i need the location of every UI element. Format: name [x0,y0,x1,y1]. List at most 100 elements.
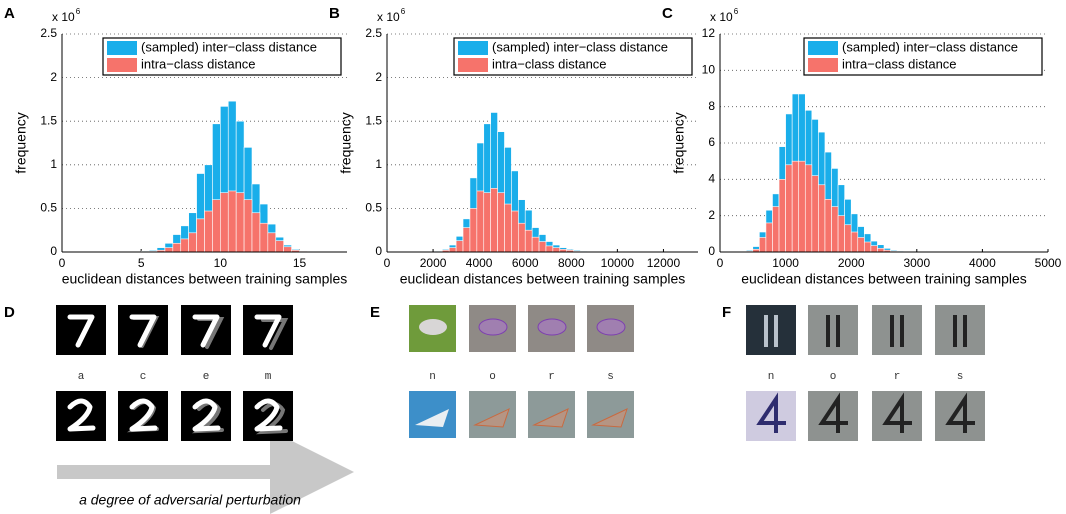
image-thumbnail [469,391,516,438]
thumb-shape [764,315,778,347]
histogram-bar [511,210,519,253]
panel-label: E [370,304,380,321]
image-thumbnail [243,391,293,441]
histogram-bar [227,190,237,253]
image-caption: n [768,371,775,383]
x-axis-label: euclidean distances between training sam… [400,271,686,287]
histogram-bar [188,232,197,253]
thumb-shape [826,315,840,347]
histogram-bar [759,237,767,253]
thumb-shape [945,392,975,433]
y-tick-label: 0 [708,244,715,258]
thumb-shape [818,392,848,433]
image-caption: c [140,371,147,383]
thumb-bg [872,305,922,355]
thumb-bg [56,305,106,355]
histogram-bar [877,248,885,253]
image-thumbnail [746,391,796,441]
legend-swatch [808,58,838,72]
histogram-bar [212,199,221,253]
y-tick-label: 1.5 [40,113,57,127]
legend-label: intra−class distance [842,56,957,71]
y-tick-label: 1 [375,157,382,171]
y-axis-label: frequency [338,112,354,173]
image-thumbnail [746,305,796,355]
histogram-bar [545,245,554,253]
legend-label: intra−class distance [141,56,256,71]
histogram-bar [518,222,526,253]
image-caption: m [265,371,272,383]
thumb-shape [890,315,904,347]
thumb-bg [935,391,985,441]
thumb-bg [409,391,456,438]
histogram-bar [243,199,253,253]
histogram-bar [267,232,277,253]
image-caption: e [203,371,210,383]
image-thumbnail [872,305,922,355]
histogram-bar [857,237,865,253]
histogram-bar [497,192,505,253]
histogram-bar [476,190,485,253]
histogram-bar [552,247,561,253]
legend-swatch [107,58,137,72]
image-thumbnail [587,391,634,438]
x-tick-label: 10000 [601,256,635,270]
thumb-shape [591,408,628,428]
image-caption: r [894,371,901,383]
digit-stroke [129,314,157,348]
x-tick-label: 0 [717,256,724,270]
y-tick-label: 8 [708,99,715,113]
histogram-bar [824,199,832,253]
image-caption: s [607,371,614,383]
image-caption: o [489,371,496,383]
digit-stroke [129,398,158,432]
y-tick-label: 0.5 [40,201,57,215]
panel-label: F [722,304,731,321]
y-tick-label: 1.5 [365,113,382,127]
histogram-bar [490,188,498,253]
x-axis-label: euclidean distances between training sam… [62,271,348,287]
histogram-bar [504,203,512,253]
legend-swatch [107,41,137,55]
x-tick-label: 15 [293,256,307,270]
image-thumbnail [469,305,516,352]
x-tick-label: 10 [214,256,228,270]
x-axis-label: euclidean distances between training sam… [741,271,1027,287]
y-tick-label: 2.5 [40,26,57,40]
image-thumbnail [528,305,575,352]
histogram-bar [469,208,478,253]
image-thumbnail [935,391,985,441]
thumb-bg [808,391,858,441]
image-thumbnail [181,305,231,355]
histogram-bar [778,179,786,253]
legend-label: (sampled) inter−class distance [842,39,1018,54]
x-tick-label: 4000 [466,256,493,270]
y-tick-label: 1 [50,157,57,171]
x-tick-label: 12000 [647,256,681,270]
histogram-bar [785,164,793,253]
panel-label: C [662,5,673,22]
thumb-shape [756,392,786,433]
image-caption: r [548,371,555,383]
histogram-bar [804,164,813,253]
arrow-caption: a degree of adversarial perturbation [79,492,301,508]
histogram-bar [204,210,213,253]
histogram-bar [180,238,189,253]
image-thumbnail [118,305,168,355]
histogram-bar [811,175,819,253]
histogram-bar [275,240,284,253]
thumb-bg [746,391,796,441]
image-thumbnail [56,391,106,441]
image-thumbnail [872,391,922,441]
thumb-bg [587,391,634,438]
image-thumbnail [181,391,231,441]
x-tick-label: 1000 [772,256,799,270]
histogram-bar [798,160,806,253]
y-scale-base: x 10 [710,10,733,24]
histogram-bar [462,227,471,253]
thumb-shape [537,318,567,336]
y-axis-label: frequency [13,112,29,173]
histogram-bar [235,192,245,253]
histogram-bar [455,240,464,253]
digit-stroke [67,398,96,432]
